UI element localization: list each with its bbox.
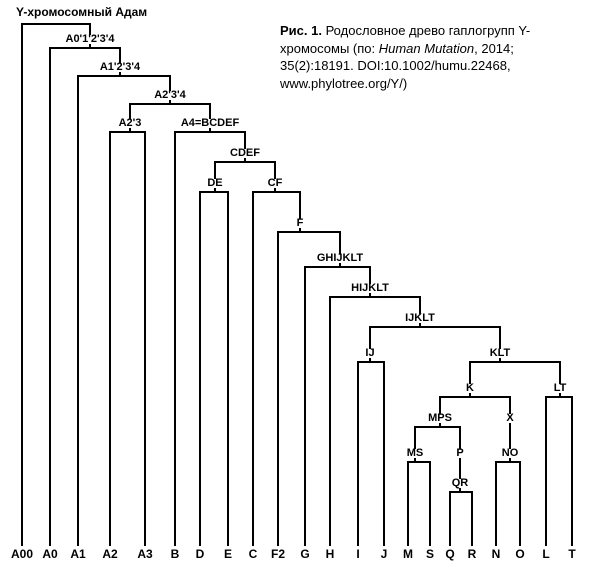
tree-node-label: E — [224, 547, 232, 561]
tree-node-label: A1 — [70, 547, 86, 561]
tree-node-label: D — [196, 547, 205, 561]
tree-node-label: CF — [268, 177, 283, 189]
tree-node-label: A00 — [11, 547, 33, 561]
tree-node-label: A2'3'4 — [154, 89, 186, 101]
tree-node-label: F — [297, 217, 304, 229]
tree-node-label: A1'2'3'4 — [100, 61, 141, 73]
tree-node-label: MS — [407, 447, 424, 459]
tree-node-label: QR — [452, 477, 469, 489]
caption-journal: Human Mutation — [379, 41, 474, 56]
tree-node-label: P — [456, 447, 463, 459]
figure-caption: Рис. 1. Родословное древо гаплогрупп Y-х… — [280, 22, 580, 92]
tree-node-label: Y-хромосомный Адам — [16, 5, 147, 19]
tree-node-label: M — [403, 547, 413, 561]
tree-node-label: X — [506, 412, 514, 424]
tree-node-label: IJKLT — [405, 312, 435, 324]
tree-node-label: Q — [445, 547, 454, 561]
tree-node-label: O — [515, 547, 524, 561]
tree-node-label: A0'1'2'3'4 — [66, 33, 116, 45]
tree-node-label: L — [542, 547, 549, 561]
tree-node-label: A4=BCDEF — [181, 117, 240, 129]
figure-stage: A0'1'2'3'4A1'2'3'4A2'3'4A2'3A4=BCDEFCDEF… — [0, 0, 600, 575]
tree-node-label: CDEF — [230, 147, 260, 159]
tree-node-label: A2 — [102, 547, 118, 561]
tree-node-label: DE — [207, 177, 222, 189]
tree-node-label: NO — [502, 447, 519, 459]
tree-node-label: MPS — [428, 412, 452, 424]
tree-node-label: N — [492, 547, 501, 561]
figure-number: Рис. 1. — [280, 23, 322, 38]
tree-node-label: J — [381, 547, 388, 561]
tree-node-label: G — [300, 547, 309, 561]
tree-node-label: A3 — [137, 547, 153, 561]
tree-node-label: A0 — [42, 547, 58, 561]
tree-node-label: LT — [554, 382, 567, 394]
tree-node-label: GHIJKLT — [317, 252, 364, 264]
tree-node-label: F2 — [271, 547, 285, 561]
tree-node-label: I — [356, 547, 359, 561]
tree-node-label: C — [249, 547, 258, 561]
tree-node-label: HIJKLT — [351, 282, 389, 294]
tree-node-label: A2'3 — [119, 117, 142, 129]
tree-node-label: KLT — [490, 347, 511, 359]
tree-node-label: S — [426, 547, 434, 561]
tree-node-label: IJ — [365, 347, 374, 359]
tree-node-label: R — [468, 547, 477, 561]
tree-node-label: K — [466, 382, 474, 394]
tree-node-label: H — [326, 547, 335, 561]
tree-node-label: T — [568, 547, 576, 561]
tree-node-label: B — [171, 547, 180, 561]
